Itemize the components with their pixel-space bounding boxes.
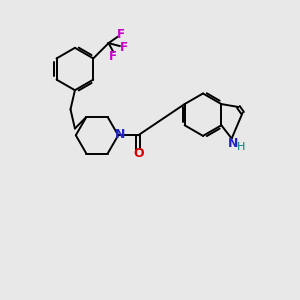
Text: N: N [115, 128, 125, 141]
Text: H: H [237, 142, 245, 152]
Text: O: O [133, 147, 143, 160]
Text: F: F [120, 41, 128, 54]
Text: N: N [228, 137, 238, 150]
Text: F: F [109, 50, 117, 63]
Text: F: F [117, 28, 125, 41]
